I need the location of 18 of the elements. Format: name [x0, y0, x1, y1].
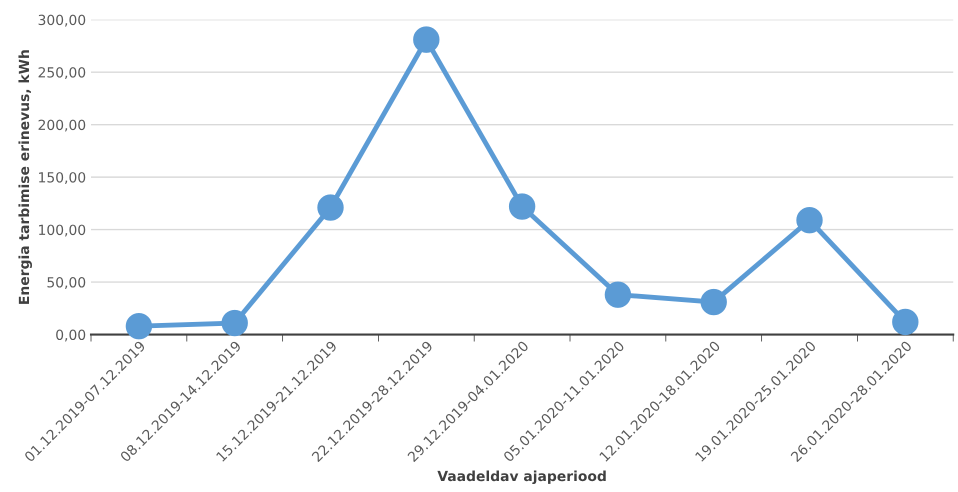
point: [222, 310, 248, 336]
point: [604, 281, 632, 308]
point: [413, 26, 440, 53]
point: [508, 193, 536, 220]
y-tick-label: 200,00: [38, 120, 86, 132]
point: [700, 288, 727, 316]
y-axis-title: Energia tarbimise erinevus, kWh: [18, 50, 32, 304]
point: [796, 206, 823, 234]
y-tick-label: 300,00: [38, 14, 86, 27]
point: [317, 194, 344, 221]
y-tick-label: 50,00: [47, 277, 86, 289]
y-tick-label: 150,00: [39, 172, 86, 184]
point: [126, 312, 152, 340]
y-tick-label: 0,00: [56, 330, 86, 342]
y-tick-label: 100,00: [39, 224, 86, 236]
y-tick-label: 250,00: [38, 67, 86, 80]
point: [892, 308, 919, 336]
x-axis-title: Vaadeldav ajaperiood: [437, 470, 606, 484]
